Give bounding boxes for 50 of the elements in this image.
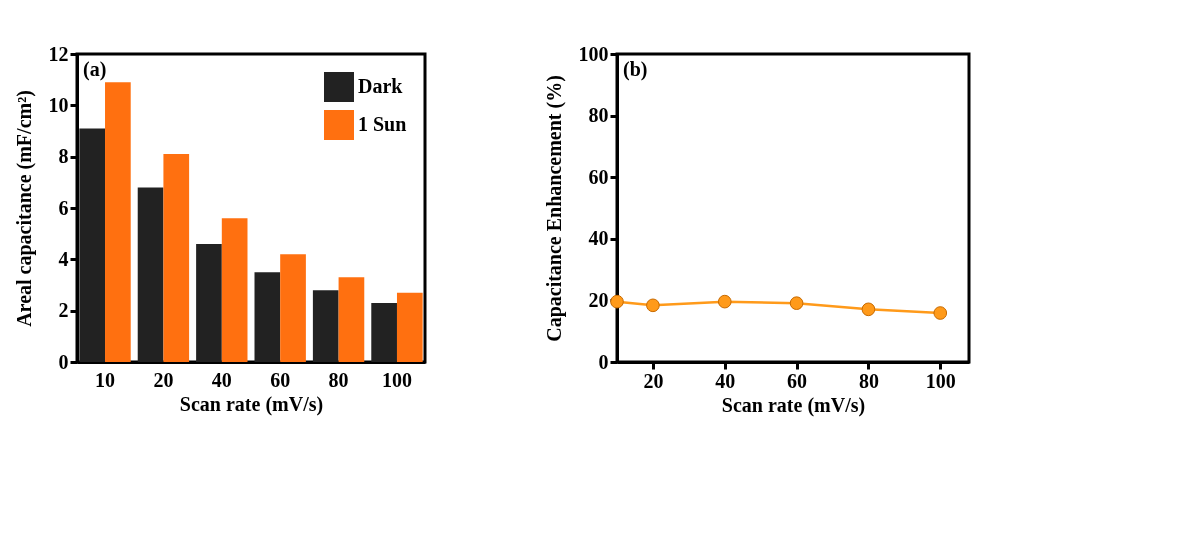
legend-label: 1 Sun (358, 113, 407, 135)
y-tick-label: 100 (578, 42, 609, 65)
y-axis-title: Areal capacitance (mF/cm²) (12, 90, 36, 327)
point (646, 298, 660, 313)
x-tick-label: 100 (925, 369, 956, 392)
annotation: (b) (623, 58, 648, 81)
bar (338, 277, 365, 362)
y-tick-label: 12 (48, 42, 69, 65)
x-tick-label: 20 (153, 368, 174, 391)
bar (196, 243, 222, 362)
bar (396, 292, 423, 362)
bar (280, 254, 306, 362)
bar (79, 128, 106, 362)
bar (312, 290, 339, 362)
legend-label: Dark (358, 75, 404, 97)
x-tick-label: 40 (715, 369, 736, 392)
x-tick-label: 60 (787, 369, 808, 392)
annotation: (a) (83, 58, 107, 81)
y-tick-label: 2 (58, 299, 69, 322)
x-tick-label: 10 (95, 368, 116, 391)
y-axis-title: Capacitance Enhancement (%) (542, 75, 566, 342)
x-tick-label: 80 (858, 369, 879, 392)
point (789, 296, 804, 310)
y-tick-label: 4 (58, 247, 69, 270)
x-tick-label: 40 (211, 368, 232, 391)
bar (371, 302, 397, 362)
bar (163, 154, 190, 362)
x-tick-label: 100 (381, 368, 412, 391)
x-tick-label: 20 (643, 369, 664, 392)
bar (137, 187, 164, 362)
x-tick-label: 80 (328, 368, 349, 391)
bar (221, 218, 248, 362)
y-tick-label: 0 (58, 350, 69, 373)
y-tick-label: 0 (598, 350, 609, 373)
x-tick-label: 60 (270, 368, 291, 391)
point (933, 306, 948, 320)
y-tick-label: 60 (588, 165, 609, 188)
point (861, 302, 876, 317)
y-tick-label: 80 (588, 104, 609, 127)
bar (105, 82, 131, 362)
x-axis-title: Scan rate (mV/s) (721, 393, 866, 417)
y-tick-label: 8 (58, 145, 69, 168)
bar (254, 272, 281, 362)
y-tick-label: 20 (588, 288, 609, 311)
y-tick-label: 10 (48, 93, 69, 116)
point (610, 294, 624, 309)
point (717, 294, 732, 309)
x-axis-title: Scan rate (mV/s) (179, 392, 324, 416)
y-tick-label: 6 (58, 196, 69, 219)
y-tick-label: 40 (588, 227, 609, 250)
